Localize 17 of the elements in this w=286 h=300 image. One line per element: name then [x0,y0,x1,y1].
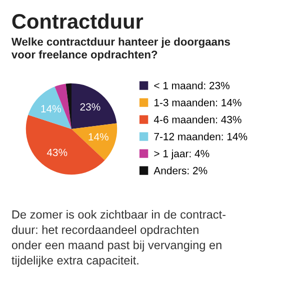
chart-subtitle: Welke contractduur hanteer je doorgaans voor freelance opdrachten? [11,38,230,61]
pie-slice [66,83,72,129]
legend-label: 1-3 maanden: 14% [154,98,242,106]
data-label: 14% [41,105,61,112]
data-label: 43% [46,148,68,156]
legend-label: < 1 maand: 23% [154,82,230,90]
pie-slice [72,123,118,160]
pie-slice [72,83,117,129]
pie-slice [28,86,72,129]
legend-label: Anders: 2% [154,166,208,174]
data-label: 14% [88,133,108,140]
data-label: 23% [80,103,100,111]
legend-label: > 1 jaar: 4% [154,150,210,160]
text: De zomer is ook zichtbaar in de contract- duur: het recordaandeel opdrachten onder een maand past bij vervanging en tijdelijke extra capaciteit. [12,210,226,267]
legend-label: 7-12 maanden: 14% [154,132,248,140]
legend-label: 4-6 maanden: 43% [154,116,242,124]
chart-title: Contractduur [12,14,144,29]
